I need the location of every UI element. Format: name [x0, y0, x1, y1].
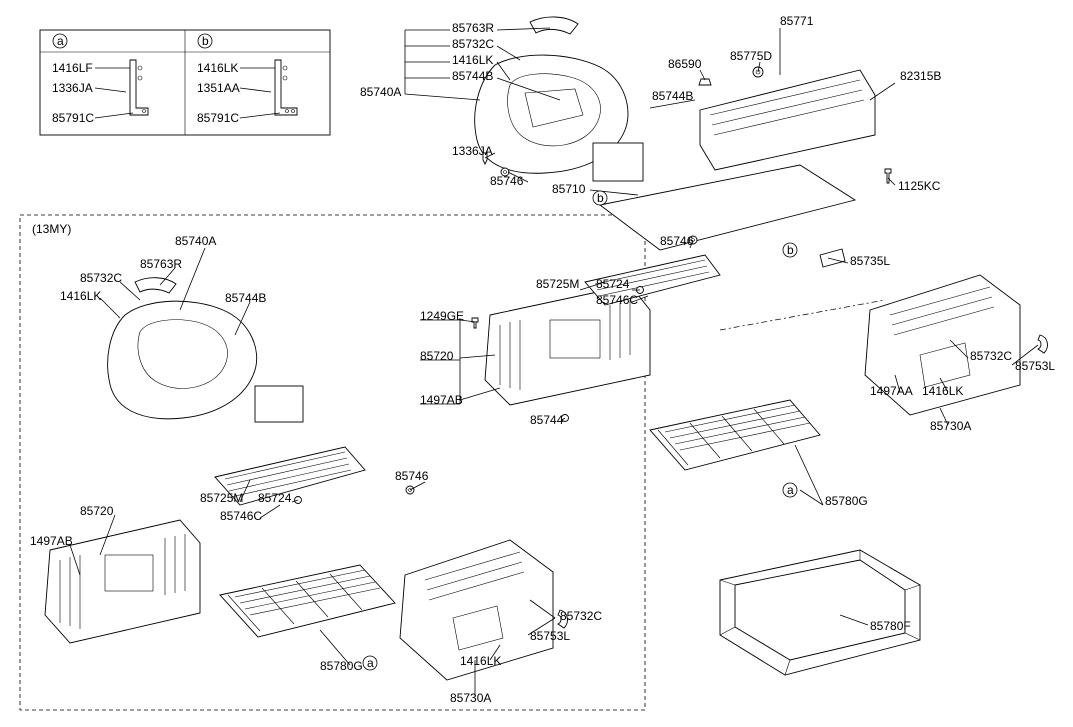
part-label: 85753L	[1015, 359, 1055, 373]
part-85780F	[720, 550, 920, 675]
part-1125KC	[885, 169, 891, 183]
part-label: 85780G	[320, 659, 363, 673]
cell-a-2: 85791C	[52, 111, 94, 125]
part-label: 85732C	[560, 609, 602, 623]
part-85771	[700, 70, 875, 170]
part-85753L-main	[1038, 335, 1047, 353]
cell-a-1: 1336JA	[52, 81, 93, 95]
part-label: 85780G	[825, 494, 868, 508]
part-label: 85732C	[452, 37, 494, 51]
part-label: 1249GE	[420, 309, 464, 323]
part-label: 85775D	[730, 49, 772, 63]
cell-b-2: 85791C	[197, 111, 239, 125]
part-label: 85724	[596, 277, 630, 291]
part-label: 1497AA	[870, 384, 913, 398]
part-label: 1497AB	[30, 534, 73, 548]
part-label: 85720	[420, 349, 454, 363]
svg-text:a: a	[787, 483, 794, 497]
part-label: 85740A	[360, 85, 401, 99]
part-85740A-var	[108, 301, 303, 422]
svg-text:b: b	[597, 191, 604, 205]
part-label: 85744B	[652, 89, 693, 103]
part-label: 85724	[258, 491, 292, 505]
part-label: 85740A	[175, 234, 216, 248]
part-label: 85725M	[536, 277, 579, 291]
inset-table: a b 1416LF 1336JA 85791C 1416LK 1351AA 8…	[40, 30, 330, 135]
variant-label: (13MY)	[32, 222, 71, 236]
part-label: 85746	[395, 469, 429, 483]
cell-a-0: 1416LF	[52, 61, 93, 75]
part-85740A-main	[475, 55, 643, 181]
part-label: 1336JA	[452, 144, 493, 158]
part-label: 85744B	[452, 69, 493, 83]
svg-text:a: a	[367, 656, 374, 670]
col-header-a: a	[57, 34, 64, 48]
part-label: 85720	[80, 504, 114, 518]
part-label: 85746C	[596, 293, 638, 307]
part-label: 85780F	[870, 619, 911, 633]
part-label: 1416LK	[922, 384, 963, 398]
cell-b-0: 1416LK	[197, 61, 238, 75]
part-label: 85730A	[450, 691, 491, 705]
part-label: 85744	[530, 413, 564, 427]
part-label: 86590	[668, 57, 702, 71]
part-label: 85732C	[80, 271, 122, 285]
part-85763R-main	[530, 17, 578, 34]
part-label: 85771	[780, 14, 814, 28]
part-label: 85725M	[200, 491, 243, 505]
part-85763R-var	[135, 278, 176, 293]
part-label: 85735L	[850, 254, 890, 268]
part-label: 85746	[660, 234, 694, 248]
part-label: 85732C	[970, 349, 1012, 363]
part-label: 85746	[490, 174, 524, 188]
part-label: 1497AB	[420, 393, 463, 407]
part-85780G-var	[220, 565, 395, 637]
part-label: 85763R	[140, 257, 182, 271]
part-85735L	[820, 249, 845, 267]
part-label: 1416LK	[60, 289, 101, 303]
col-header-b: b	[202, 34, 209, 48]
part-label: 82315B	[900, 69, 941, 83]
part-label: 1416LK	[452, 53, 493, 67]
part-85780G-main	[650, 400, 820, 470]
part-label: 85763R	[452, 21, 494, 35]
part-label: 85744B	[225, 291, 266, 305]
part-label: 85746C	[220, 509, 262, 523]
part-label: 85753L	[530, 629, 570, 643]
parts-diagram: a b 1416LF 1336JA 85791C 1416LK 1351AA 8…	[0, 0, 1073, 727]
part-label: 85710	[552, 182, 586, 196]
part-label: 1416LK	[460, 654, 501, 668]
part-1249GE	[472, 318, 478, 328]
part-label: 85730A	[930, 419, 971, 433]
cell-b-1: 1351AA	[197, 81, 240, 95]
svg-text:b: b	[787, 243, 794, 257]
part-label: 1125KC	[898, 179, 941, 193]
